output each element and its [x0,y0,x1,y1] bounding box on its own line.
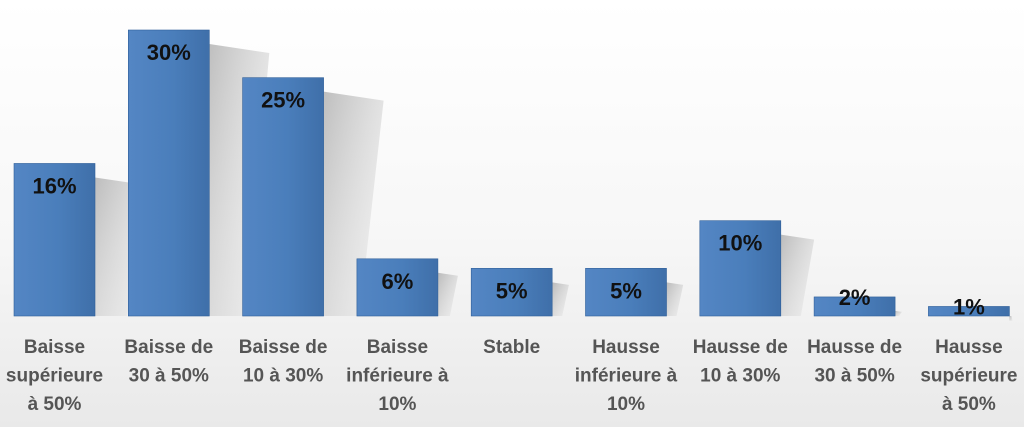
bar-value-label: 1% [953,294,985,319]
bar-value-label: 5% [610,278,642,303]
category-label: Baisse de 10 à 30% [239,337,328,387]
category-label: Hausse de 10 à 30% [693,337,788,387]
bars-group [13,29,1010,317]
category-labels-group: Baisse supérieure à 50% Baisse de 30 à 50% Ba… [6,337,1018,415]
category-label: Hausse de 30 à 50% [807,337,902,387]
category-label: Hausse inférieure à 10% [575,337,678,415]
value-labels-group: 16% 30% 25% 6% 5% 5% 10% 2% 1% [32,40,984,319]
bar [928,306,1010,317]
bar [13,163,96,317]
bar-value-label: 10% [718,231,762,256]
category-label: Baisse inférieure à 10% [346,337,449,415]
bar [242,77,324,317]
bar [356,258,439,317]
bar [585,268,667,317]
bar-shadow [1009,316,1013,321]
bar-shadow [552,282,569,316]
category-label: Stable [483,337,540,358]
bar [128,29,210,317]
bar-shadow [780,234,815,316]
bar [699,220,782,317]
bar-shadow [437,272,458,316]
bar-value-label: 2% [839,285,871,310]
bar-value-label: 25% [261,88,305,113]
bar [470,268,553,317]
category-label: Baisse de 30 à 50% [124,337,213,387]
bar-value-label: 5% [496,278,528,303]
bar-value-label: 16% [32,173,76,198]
bar-shadow [895,310,902,316]
bar-value-label: 30% [147,40,191,65]
bar-value-label: 6% [382,269,414,294]
category-label: Baisse supérieure à 50% [6,337,103,415]
bar-shadows [95,44,1013,321]
bar [813,296,896,317]
category-label: Hausse supérieure à 50% [920,337,1017,415]
bar-shadow [323,91,384,317]
bar-shadow [666,282,684,316]
